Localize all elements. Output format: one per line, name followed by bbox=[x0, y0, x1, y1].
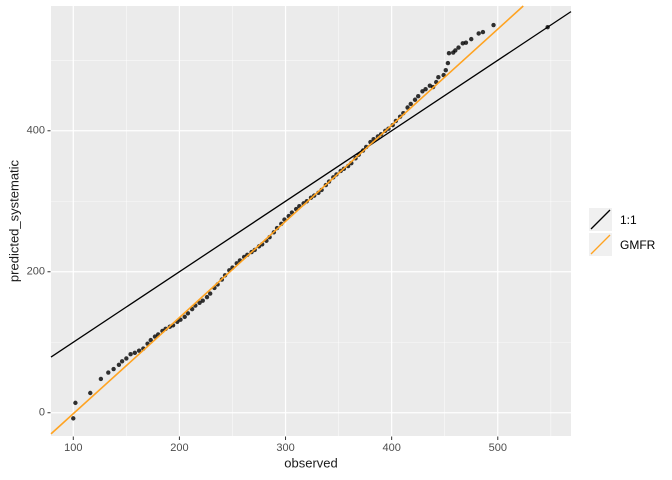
legend-label: GMFR bbox=[620, 237, 656, 252]
data-point bbox=[207, 291, 213, 296]
data-point bbox=[491, 22, 496, 28]
data-point bbox=[453, 48, 458, 53]
legend-key-gmfr bbox=[589, 233, 612, 256]
data-point bbox=[132, 350, 138, 356]
x-tick-label: 500 bbox=[488, 442, 507, 454]
data-point bbox=[436, 74, 441, 80]
data-point bbox=[420, 89, 425, 94]
data-point bbox=[443, 67, 448, 73]
y-tick-label: 0 bbox=[38, 406, 45, 419]
data-point bbox=[469, 36, 474, 42]
x-tick-label: 100 bbox=[64, 442, 83, 454]
x-tick-label: 300 bbox=[276, 442, 295, 454]
data-point bbox=[128, 352, 133, 357]
data-point bbox=[136, 348, 142, 353]
gmfr-line-swatch-icon bbox=[590, 234, 611, 255]
data-point bbox=[148, 337, 153, 343]
data-point bbox=[423, 86, 428, 92]
data-point bbox=[412, 97, 418, 102]
identity-line-swatch-icon bbox=[590, 209, 611, 230]
legend-key-identity bbox=[589, 208, 612, 231]
data-point bbox=[106, 370, 111, 375]
data-point bbox=[71, 416, 76, 421]
data-point bbox=[98, 376, 104, 382]
x-tick-label: 400 bbox=[382, 442, 401, 454]
data-point bbox=[204, 294, 210, 300]
data-point bbox=[88, 390, 93, 396]
x-tick-label: 200 bbox=[170, 442, 189, 454]
y-axis-title: predicted_systematic bbox=[6, 159, 22, 283]
legend-item-identity: 1:1 bbox=[589, 207, 655, 232]
data-point bbox=[116, 362, 122, 368]
data-point bbox=[408, 101, 413, 107]
data-point bbox=[476, 31, 481, 36]
legend: 1:1 GMFR bbox=[589, 207, 655, 257]
data-point bbox=[446, 51, 452, 56]
data-point bbox=[73, 400, 78, 406]
data-point bbox=[182, 314, 187, 320]
data-point bbox=[119, 359, 125, 364]
data-point bbox=[200, 298, 205, 303]
legend-label: 1:1 bbox=[620, 212, 637, 227]
data-point bbox=[185, 311, 191, 316]
x-axis-title: observed bbox=[284, 455, 338, 471]
data-point bbox=[405, 105, 410, 110]
data-point bbox=[415, 94, 421, 99]
y-tick-label: 400 bbox=[26, 124, 45, 137]
data-point bbox=[456, 45, 461, 50]
panel-background bbox=[51, 6, 571, 436]
data-point bbox=[445, 60, 451, 66]
data-point bbox=[197, 300, 202, 305]
data-point bbox=[124, 356, 129, 361]
data-point bbox=[111, 366, 116, 372]
data-point bbox=[463, 40, 469, 45]
legend-item-gmfr: GMFR bbox=[589, 232, 655, 257]
data-point bbox=[480, 29, 486, 35]
identity-line bbox=[50, 11, 572, 358]
gmfr-line bbox=[50, 5, 524, 435]
y-tick-label: 200 bbox=[26, 265, 45, 278]
